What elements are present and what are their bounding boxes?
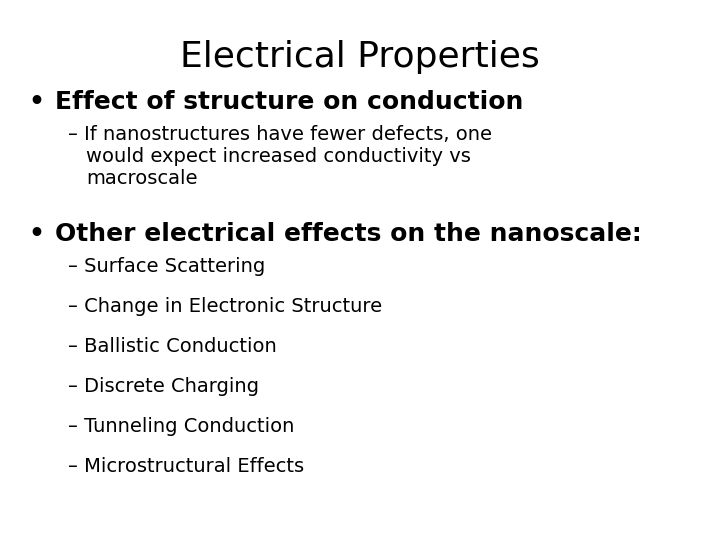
Text: – Change in Electronic Structure: – Change in Electronic Structure [68, 297, 382, 316]
Text: – Microstructural Effects: – Microstructural Effects [68, 457, 304, 476]
Text: Effect of structure on conduction: Effect of structure on conduction [55, 90, 523, 114]
Text: – Tunneling Conduction: – Tunneling Conduction [68, 417, 294, 436]
Text: •: • [28, 90, 44, 114]
Text: would expect increased conductivity vs: would expect increased conductivity vs [86, 147, 471, 166]
Text: – Ballistic Conduction: – Ballistic Conduction [68, 337, 276, 356]
Text: – Discrete Charging: – Discrete Charging [68, 377, 259, 396]
Text: Other electrical effects on the nanoscale:: Other electrical effects on the nanoscal… [55, 222, 642, 246]
Text: Electrical Properties: Electrical Properties [180, 40, 540, 74]
Text: macroscale: macroscale [86, 169, 197, 188]
Text: – Surface Scattering: – Surface Scattering [68, 257, 265, 276]
Text: – If nanostructures have fewer defects, one: – If nanostructures have fewer defects, … [68, 125, 492, 144]
Text: •: • [28, 222, 44, 246]
